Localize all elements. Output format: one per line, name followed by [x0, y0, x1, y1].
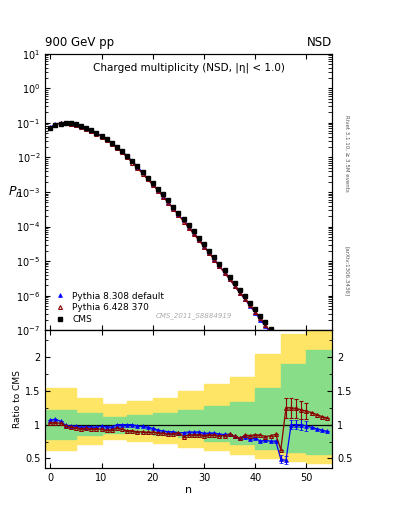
- Pythia 8.308 default: [58, 120, 63, 126]
- CMS: [63, 120, 68, 126]
- CMS: [104, 136, 109, 142]
- Line: Pythia 6.428 370: Pythia 6.428 370: [48, 121, 329, 406]
- Pythia 8.308 default: [299, 371, 304, 377]
- Pythia 6.428 370: [104, 137, 109, 143]
- Pythia 8.308 default: [120, 148, 125, 155]
- Y-axis label: Ratio to CMS: Ratio to CMS: [13, 370, 22, 429]
- CMS: [156, 185, 160, 191]
- Text: 900 GeV pp: 900 GeV pp: [45, 36, 114, 49]
- Y-axis label: $P_n$: $P_n$: [7, 184, 22, 200]
- Text: CMS_2011_S8884919: CMS_2011_S8884919: [156, 312, 233, 319]
- X-axis label: n: n: [185, 485, 192, 495]
- CMS: [325, 398, 329, 404]
- Pythia 8.308 default: [104, 136, 109, 142]
- Pythia 6.428 370: [299, 368, 304, 374]
- Pythia 6.428 370: [325, 400, 329, 407]
- Text: Charged multiplicity (NSD, |η| < 1.0): Charged multiplicity (NSD, |η| < 1.0): [93, 62, 285, 73]
- Pythia 6.428 370: [320, 394, 324, 400]
- Text: Rivet 3.1.10, ≥ 3.5M events: Rivet 3.1.10, ≥ 3.5M events: [344, 115, 349, 192]
- Text: [arXiv:1306.3436]: [arXiv:1306.3436]: [344, 246, 349, 296]
- Pythia 8.308 default: [156, 187, 160, 193]
- Pythia 8.308 default: [48, 124, 53, 130]
- Pythia 6.428 370: [120, 150, 125, 156]
- Line: Pythia 8.308 default: Pythia 8.308 default: [48, 121, 329, 410]
- Pythia 8.308 default: [325, 404, 329, 411]
- Legend: Pythia 8.308 default, Pythia 6.428 370, CMS: Pythia 8.308 default, Pythia 6.428 370, …: [50, 290, 166, 326]
- Pythia 6.428 370: [84, 125, 88, 132]
- CMS: [48, 125, 53, 131]
- Pythia 8.308 default: [320, 398, 324, 404]
- Pythia 6.428 370: [156, 187, 160, 194]
- CMS: [299, 366, 304, 372]
- Text: NSD: NSD: [307, 36, 332, 49]
- CMS: [120, 148, 125, 155]
- Pythia 8.308 default: [84, 125, 88, 131]
- Pythia 6.428 370: [63, 120, 68, 126]
- CMS: [84, 125, 88, 131]
- Line: CMS: CMS: [48, 121, 329, 403]
- CMS: [320, 391, 324, 397]
- Pythia 6.428 370: [48, 125, 53, 131]
